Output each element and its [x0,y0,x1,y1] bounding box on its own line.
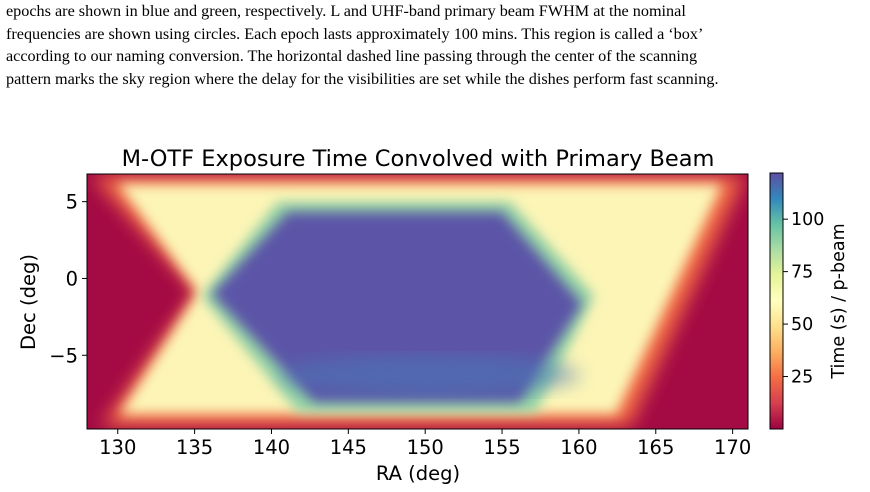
colorbar-label: Time (s) / p-beam [829,223,849,379]
x-tick-label: 170 [714,436,751,459]
heatmap-image [87,174,748,429]
x-tick-label: 160 [560,436,597,459]
caption-line: frequencies are shown using circles. Eac… [6,24,704,43]
x-tick-label: 140 [253,436,290,459]
colorbar-tick-label: 100 [791,210,824,230]
caption-line: pattern marks the sky region where the d… [6,69,719,88]
chart-title: M-OTF Exposure Time Convolved with Prima… [122,146,715,172]
x-axis-label: RA (deg) [376,462,460,485]
heatmap-inner-region [212,212,582,402]
heatmap-inner-texture [280,355,580,395]
x-axis-ticks: 130 135 140 145 150 155 160 165 170 [99,429,751,459]
colorbar-tick-label: 50 [791,315,813,335]
colorbar [769,172,784,430]
caption-line: epochs are shown in blue and green, resp… [6,2,686,20]
y-axis-label: Dec (deg) [17,254,40,350]
x-tick-label: 150 [407,436,444,459]
colorbar-tick-label: 25 [791,368,813,388]
y-tick-label: −5 [49,344,78,367]
y-axis-ticks: 5 0 −5 [49,191,87,367]
x-tick-label: 155 [483,436,520,459]
x-tick-label: 135 [176,436,213,459]
plot-frame [86,173,749,430]
x-tick-label: 145 [330,436,367,459]
y-tick-label: 0 [66,267,78,290]
colorbar-ticks: 25 50 75 100 [783,210,824,388]
y-tick-label: 5 [66,191,78,214]
x-tick-label: 130 [99,436,136,459]
x-tick-label: 165 [637,436,674,459]
figure-caption: epochs are shown in blue and green, resp… [6,0,864,90]
colorbar-tick-label: 75 [791,263,813,283]
caption-line: according to our naming conversion. The … [6,47,698,65]
